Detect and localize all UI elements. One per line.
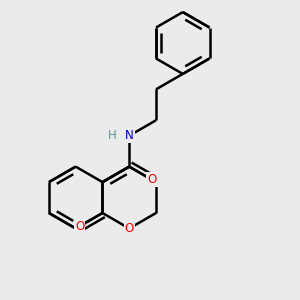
Text: H: H bbox=[108, 129, 117, 142]
Text: O: O bbox=[75, 220, 84, 232]
Text: N: N bbox=[125, 129, 134, 142]
Text: O: O bbox=[147, 173, 157, 186]
Text: O: O bbox=[124, 222, 134, 235]
